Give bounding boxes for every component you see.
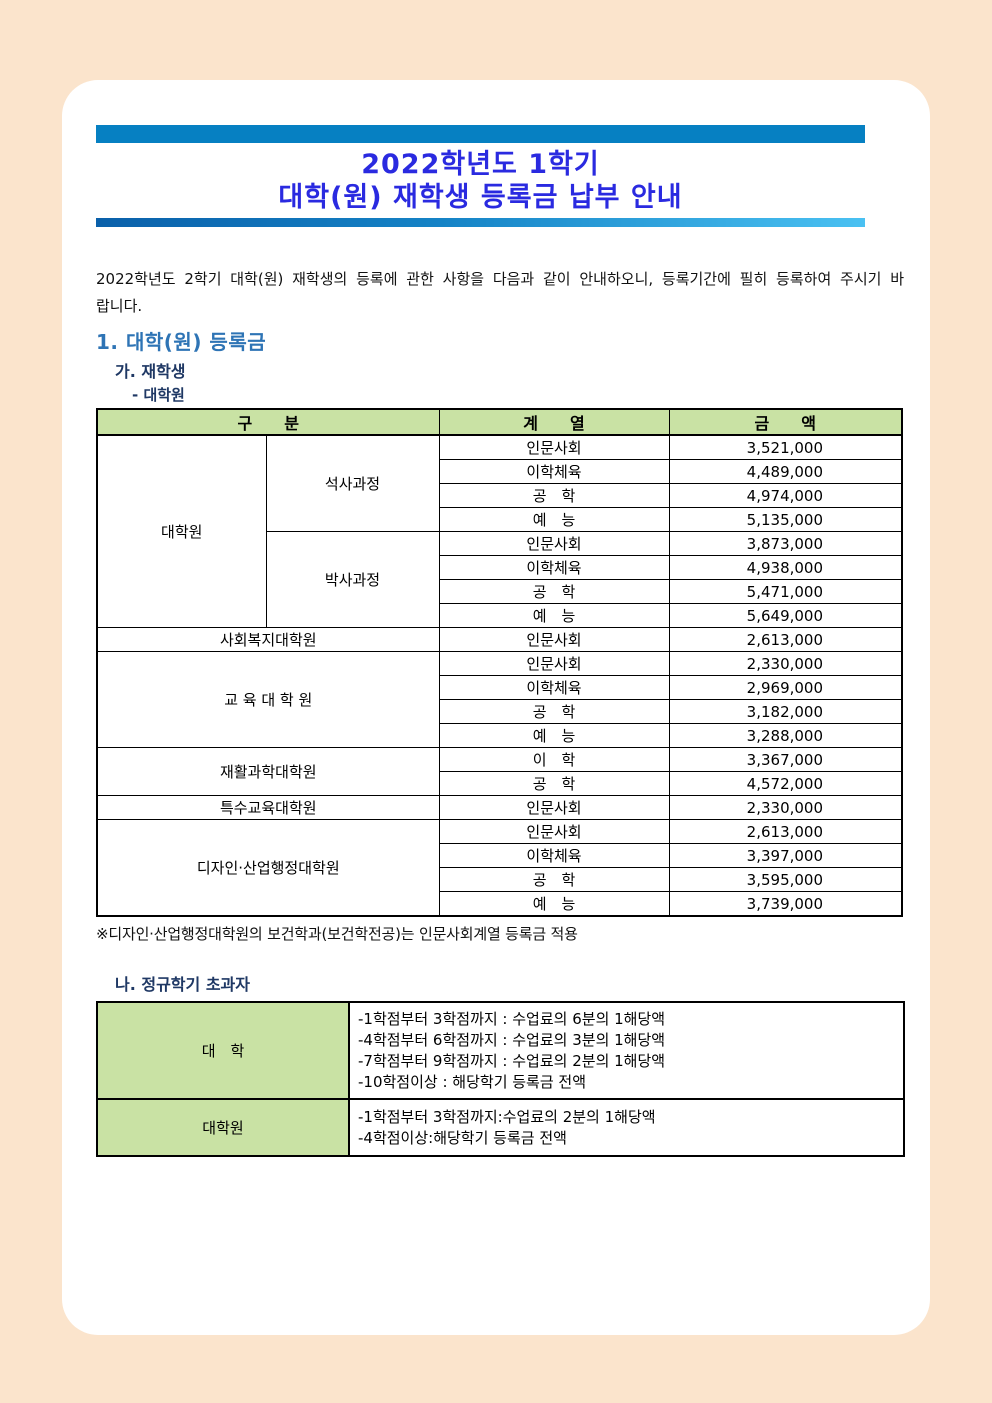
group-cell: 교 육 대 학 원 [96, 651, 440, 748]
section1-subsubheading: - 대학원 [132, 386, 185, 404]
overage-rule-line: -10학점이상 : 해당학기 등록금 전액 [358, 1072, 587, 1091]
amount-cell: 4,572,000 [668, 771, 903, 796]
field-cell: 공 학 [438, 483, 670, 508]
tuition-table-row: 재활과학대학원 이 학 3,367,000 [96, 747, 903, 796]
amount-cell: 2,330,000 [668, 795, 903, 820]
tuition-table-header-row: 구 분 계 열 금 액 [96, 408, 903, 436]
field-cell: 예 능 [438, 603, 670, 628]
document-title: 2022학년도 1학기 대학(원) 재학생 등록금 납부 안내 [96, 148, 865, 214]
amount-cell: 4,938,000 [668, 555, 903, 580]
group-cell: 재활과학대학원 [96, 747, 440, 796]
group-cell: 대학원 [96, 434, 267, 628]
tuition-table-row: 이학체육 2,969,000 [97, 675, 903, 700]
field-cell: 이학체육 [438, 459, 670, 484]
amount-cell: 3,182,000 [668, 699, 903, 724]
group-cell: 사회복지대학원 [96, 627, 440, 652]
tuition-table-note: ※디자인·산업행정대학원의 보건학과(보건학전공)는 인문사회계열 등록금 적용 [96, 925, 578, 943]
tuition-table-row: 박사과정 인문사회 3,873,000 [97, 531, 903, 628]
overage-label-cell: 대 학 [96, 1001, 350, 1100]
title-line-2: 대학(원) 재학생 등록금 납부 안내 [278, 182, 683, 213]
field-cell: 예 능 [438, 891, 670, 917]
section2-heading: 나. 정규학기 초과자 [115, 975, 250, 994]
title-gradient-bar [96, 218, 865, 227]
field-cell: 인문사회 [438, 531, 670, 556]
tuition-table-row: 대학원 석사과정 인문사회 3,521,000 [96, 434, 903, 628]
field-cell: 공 학 [438, 771, 670, 796]
field-cell: 이학체육 [438, 555, 670, 580]
amount-cell: 2,969,000 [668, 675, 903, 700]
overage-rule-line: -4학점이상:해당학기 등록금 전액 [358, 1128, 567, 1147]
section1-subheading: 가. 재학생 [115, 362, 186, 381]
document-content: 2022학년도 1학기 대학(원) 재학생 등록금 납부 안내 2022학년도 … [96, 125, 905, 1157]
group-cell: 석사과정 [265, 434, 440, 532]
amount-cell: 3,739,000 [668, 891, 903, 917]
field-cell: 공 학 [438, 867, 670, 892]
amount-cell: 5,471,000 [668, 579, 903, 604]
field-cell: 공 학 [438, 579, 670, 604]
amount-cell: 2,613,000 [668, 819, 903, 844]
amount-cell: 3,595,000 [668, 867, 903, 892]
amount-cell: 4,974,000 [668, 483, 903, 508]
amount-cell: 3,367,000 [668, 747, 903, 772]
tuition-header-category: 구 분 [96, 408, 440, 436]
field-cell: 공 학 [438, 699, 670, 724]
field-cell: 인문사회 [438, 627, 670, 652]
overage-rule-cell: -1학점부터 3학점까지 : 수업료의 6분의 1해당액 -4학점부터 6학점까지… [348, 1001, 905, 1100]
tuition-table-row: 예 능 3,288,000 [97, 723, 903, 748]
field-cell: 인문사회 [438, 795, 670, 820]
overage-rule-line: -4학점부터 6학점까지 : 수업료의 3분의 1해당액 [358, 1030, 666, 1049]
field-cell: 인문사회 [438, 819, 670, 844]
amount-cell: 3,873,000 [668, 531, 903, 556]
amount-cell: 2,613,000 [668, 627, 903, 652]
amount-cell: 3,397,000 [668, 843, 903, 868]
section1-heading: 1. 대학(원) 등록금 [96, 330, 267, 354]
field-cell: 이 학 [438, 747, 670, 772]
field-cell: 인문사회 [438, 434, 670, 460]
overage-table: 대 학 -1학점부터 3학점까지 : 수업료의 6분의 1해당액 -4학점부터 6학… [96, 1001, 905, 1157]
field-cell: 예 능 [438, 507, 670, 532]
tuition-header-field: 계 열 [438, 408, 670, 436]
field-cell: 이학체육 [438, 843, 670, 868]
overage-label-cell: 대학원 [96, 1098, 350, 1157]
overage-table-row: 대 학 -1학점부터 3학점까지 : 수업료의 6분의 1해당액 -4학점부터 6학… [96, 1001, 905, 1100]
tuition-table-row: 예 능 5,135,000 [97, 507, 903, 532]
overage-rule-cell: -1학점부터 3학점까지:수업료의 2분의 1해당액 -4학점이상:해당학기 등록… [348, 1098, 905, 1157]
amount-cell: 5,649,000 [668, 603, 903, 628]
tuition-table-row: 특수교육대학원 인문사회 2,330,000 [96, 795, 903, 820]
group-cell: 박사과정 [265, 531, 440, 628]
field-cell: 예 능 [438, 723, 670, 748]
tuition-header-amount: 금 액 [668, 408, 903, 436]
amount-cell: 5,135,000 [668, 507, 903, 532]
overage-table-row: 대학원 -1학점부터 3학점까지:수업료의 2분의 1해당액 -4학점이상:해당학기… [96, 1098, 905, 1157]
tuition-table-row: 사회복지대학원 인문사회 2,613,000 [96, 627, 903, 652]
title-top-bar [96, 125, 865, 143]
tuition-table-row: 공 학 4,572,000 [97, 771, 903, 796]
tuition-table-row: 이학체육 4,489,000 [97, 459, 903, 484]
title-line-1: 2022학년도 1학기 [361, 149, 600, 180]
tuition-table-row: 공 학 5,471,000 [97, 579, 903, 604]
overage-rule-line: -1학점부터 3학점까지 : 수업료의 6분의 1해당액 [358, 1009, 666, 1028]
tuition-table-row: 공 학 3,595,000 [97, 867, 903, 892]
tuition-table-row: 예 능 3,739,000 [97, 891, 903, 917]
amount-cell: 4,489,000 [668, 459, 903, 484]
tuition-table-row: 이학체육 4,938,000 [97, 555, 903, 580]
group-cell: 디자인·산업행정대학원 [96, 819, 440, 917]
tuition-table: 구 분 계 열 금 액 대학원 석사과정 인문사회 3,521,000 이학체육 4,48… [96, 408, 904, 917]
tuition-table-row: 이학체육 3,397,000 [97, 843, 903, 868]
overage-rule-line: -1학점부터 3학점까지:수업료의 2분의 1해당액 [358, 1107, 656, 1126]
field-cell: 이학체육 [438, 675, 670, 700]
intro-paragraph: 2022학년도 2학기 대학(원) 재학생의 등록에 관한 사항을 다음과 같이… [96, 270, 904, 315]
field-cell: 인문사회 [438, 651, 670, 676]
tuition-table-row: 디자인·산업행정대학원 인문사회 2,613,000 [96, 819, 903, 917]
group-cell: 특수교육대학원 [96, 795, 440, 820]
amount-cell: 3,521,000 [668, 434, 903, 460]
tuition-table-row: 예 능 5,649,000 [97, 603, 903, 628]
overage-rule-line: -7학점부터 9학점까지 : 수업료의 2분의 1해당액 [358, 1051, 666, 1070]
document-card: 2022학년도 1학기 대학(원) 재학생 등록금 납부 안내 2022학년도 … [62, 80, 930, 1335]
amount-cell: 3,288,000 [668, 723, 903, 748]
tuition-table-row: 교 육 대 학 원 인문사회 2,330,000 [96, 651, 903, 748]
amount-cell: 2,330,000 [668, 651, 903, 676]
